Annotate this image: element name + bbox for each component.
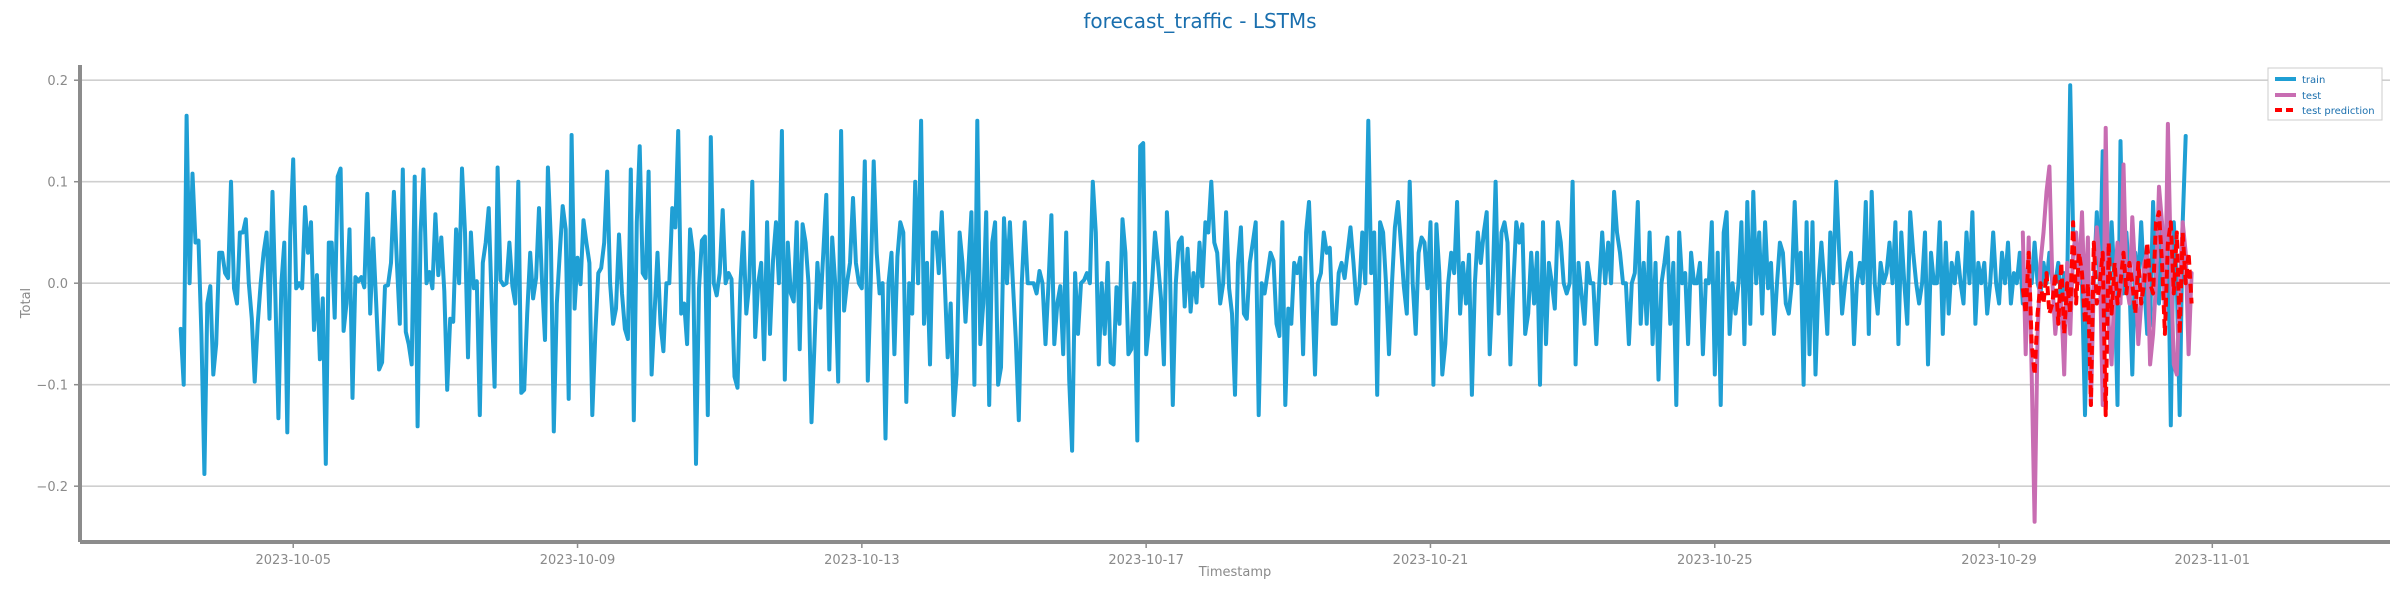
- legend: train test test prediction: [2267, 67, 2383, 121]
- y-tick-label: 0.2: [47, 74, 68, 89]
- legend-test-label: test: [2302, 91, 2321, 102]
- y-tick-label: 0.0: [47, 277, 68, 292]
- series-line-test-prediction: [2020, 210, 2194, 418]
- x-tick-label: 2023-10-13: [824, 553, 900, 568]
- y-tick-label: 0.1: [47, 176, 68, 191]
- x-tick-label: 2023-10-17: [1108, 553, 1184, 568]
- x-axis-label: Timestamp: [1198, 565, 1272, 580]
- x-tick-label: 2023-10-25: [1677, 553, 1753, 568]
- x-tick-label: 2023-10-29: [1961, 553, 2037, 568]
- y-tick-label: −0.1: [36, 379, 68, 394]
- y-ticks: 0.2 0.1 0.0 −0.1 −0.2: [36, 74, 80, 495]
- x-ticks: 2023-10-05 2023-10-09 2023-10-13 2023-10-17…: [255, 542, 2250, 568]
- y-tick-label: −0.2: [36, 480, 68, 495]
- x-tick-label: 2023-11-01: [2175, 553, 2251, 568]
- legend-test-prediction-label: test prediction: [2302, 106, 2375, 117]
- legend-train-label: train: [2302, 75, 2325, 86]
- y-axis-label: Total: [19, 288, 34, 319]
- x-tick-label: 2023-10-05: [255, 553, 331, 568]
- series-layer: [178, 83, 2194, 524]
- x-tick-label: 2023-10-09: [540, 553, 616, 568]
- series-line-train: [178, 83, 2188, 476]
- x-tick-label: 2023-10-21: [1393, 553, 1469, 568]
- chart-title: forecast_traffic - LSTMs: [1083, 9, 1316, 33]
